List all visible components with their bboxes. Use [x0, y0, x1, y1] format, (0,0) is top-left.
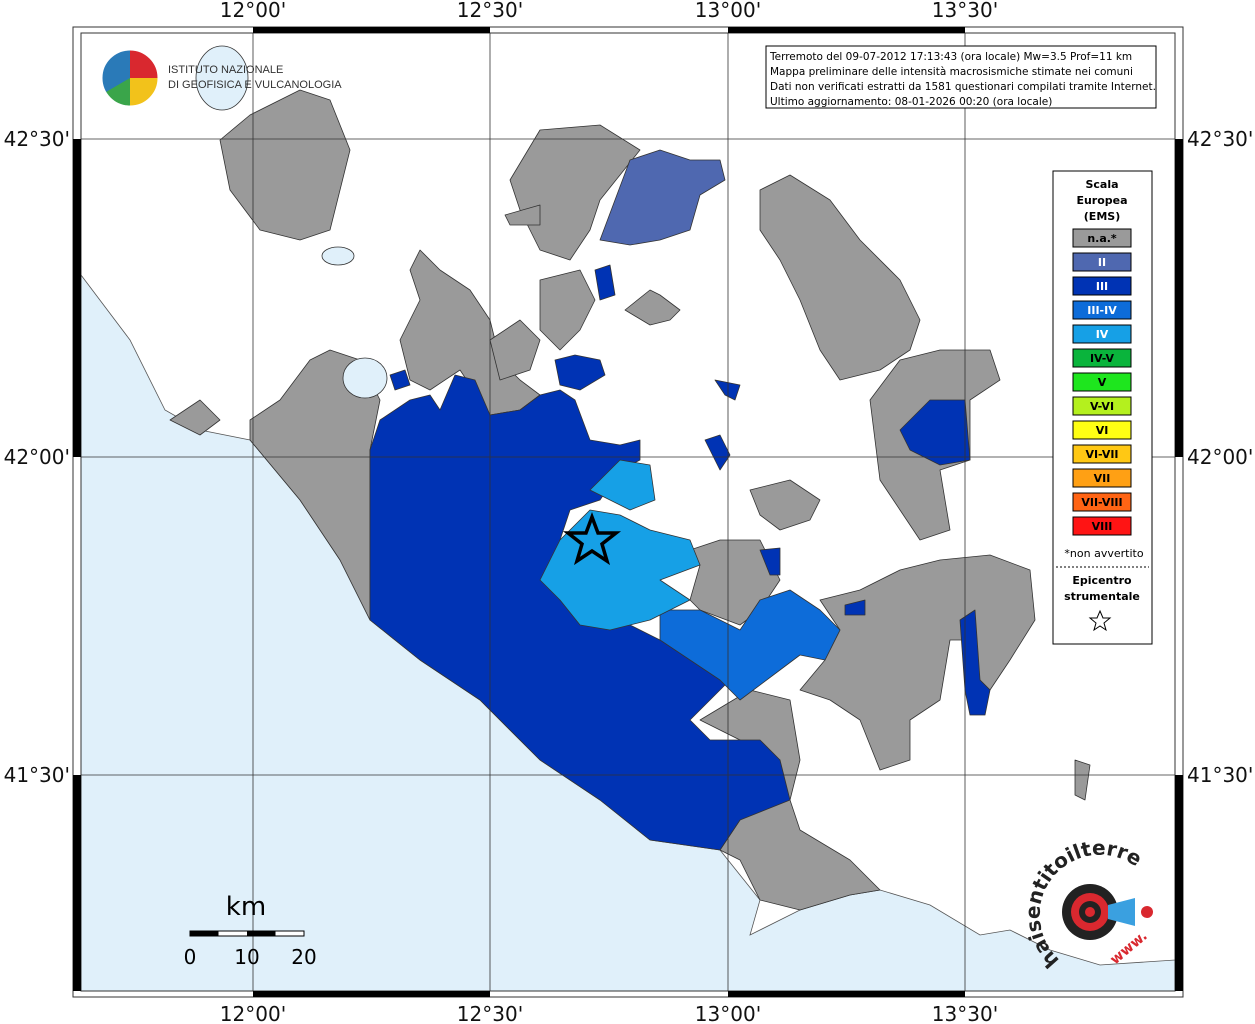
- lon-label: 13°00': [695, 1002, 761, 1024]
- legend-swatch: [1072, 348, 1132, 368]
- lat-label: 41°30': [1187, 763, 1253, 787]
- legend-swatch: [1072, 228, 1132, 248]
- legend-label: n.a.*: [1087, 232, 1117, 245]
- lon-label: 12°30': [457, 1002, 523, 1024]
- lake: [195, 45, 249, 111]
- legend-label: IV: [1096, 328, 1109, 341]
- legend-label: VII: [1094, 472, 1111, 485]
- legend-swatch: [1072, 444, 1132, 464]
- lat-label: 41°30': [4, 763, 70, 787]
- legend-star: [1088, 609, 1112, 632]
- header-line: Mappa preliminare delle intensità macros…: [770, 66, 1133, 78]
- legend-label: VI-VII: [1085, 448, 1118, 461]
- legend-swatch: [1072, 276, 1132, 296]
- lon-label: 12°00': [220, 1002, 286, 1024]
- legend-title: Scala: [1085, 178, 1118, 191]
- lat-label: 42°00': [4, 445, 70, 469]
- frame: [72, 26, 1184, 998]
- scale-label: 0: [184, 945, 197, 969]
- legend-title: (EMS): [1084, 210, 1120, 223]
- scale-label: 20: [291, 945, 316, 969]
- lon-label: 13°30': [932, 1002, 998, 1024]
- graticule: [81, 33, 1175, 991]
- lon-label: 12°00': [220, 0, 286, 22]
- legend-label: II: [1098, 256, 1106, 269]
- lon-label: 13°30': [932, 0, 998, 22]
- legend-swatch: [1072, 396, 1132, 416]
- legend-swatch: [1072, 252, 1132, 272]
- legend-label: III-IV: [1087, 304, 1117, 317]
- legend-label: VII-VIII: [1081, 496, 1122, 509]
- legend-swatch: [1072, 468, 1132, 488]
- header-line: Ultimo aggiornamento: 08-01-2026 00:20 (…: [770, 96, 1052, 108]
- lake: [342, 357, 388, 399]
- lake: [321, 246, 355, 266]
- legend-swatch: [1072, 516, 1132, 536]
- legend-label: VI: [1096, 424, 1109, 437]
- logo-text: DI GEOFISICA E VULCANOLOGIA: [168, 79, 342, 91]
- lon-label: 12°30': [457, 0, 523, 22]
- legend-title: Europea: [1076, 194, 1127, 207]
- lon-label: 13°00': [695, 0, 761, 22]
- lat-label: 42°00': [1187, 445, 1253, 469]
- scale-bar: km 0 10 20: [184, 892, 317, 969]
- municipalities: [169, 89, 1091, 911]
- lat-label: 42°30': [4, 127, 70, 151]
- legend: ScalaEuropea(EMS)n.a.*IIIIIIII-IVIVIV-VV…: [1052, 170, 1153, 645]
- legend-epicenter: Epicentro: [1072, 574, 1132, 587]
- legend-label: VIII: [1092, 520, 1113, 533]
- header-line: Dati non verificati estratti da 1581 que…: [770, 81, 1156, 93]
- legend-label: IV-V: [1090, 352, 1115, 365]
- legend-swatch: [1072, 492, 1132, 512]
- legend-label: V: [1098, 376, 1107, 389]
- legend-note: *non avvertito: [1064, 547, 1143, 560]
- legend-swatch: [1072, 300, 1132, 320]
- legend-swatch: [1072, 324, 1132, 344]
- lat-label: 42°30': [1187, 127, 1253, 151]
- epicenter: [562, 512, 622, 566]
- logo-text: ISTITUTO NAZIONALE: [168, 64, 283, 76]
- legend-epicenter: strumentale: [1064, 590, 1140, 603]
- legend-label: V-VI: [1090, 400, 1114, 413]
- header-box: Terremoto del 09-07-2012 17:13:43 (ora l…: [765, 45, 1157, 109]
- ingv-logo: ISTITUTO NAZIONALE DI GEOFISICA E VULCAN…: [101, 49, 342, 107]
- header-line: Terremoto del 09-07-2012 17:13:43 (ora l…: [769, 51, 1132, 63]
- legend-swatch: [1072, 372, 1132, 392]
- legend-swatch: [1072, 420, 1132, 440]
- legend-label: III: [1096, 280, 1108, 293]
- scale-unit: km: [226, 892, 266, 922]
- scale-label: 10: [234, 945, 259, 969]
- axis-labels: 12°00' 12°30' 13°00' 13°30' 12°00' 12°30' 13°0…: [4, 0, 1254, 1024]
